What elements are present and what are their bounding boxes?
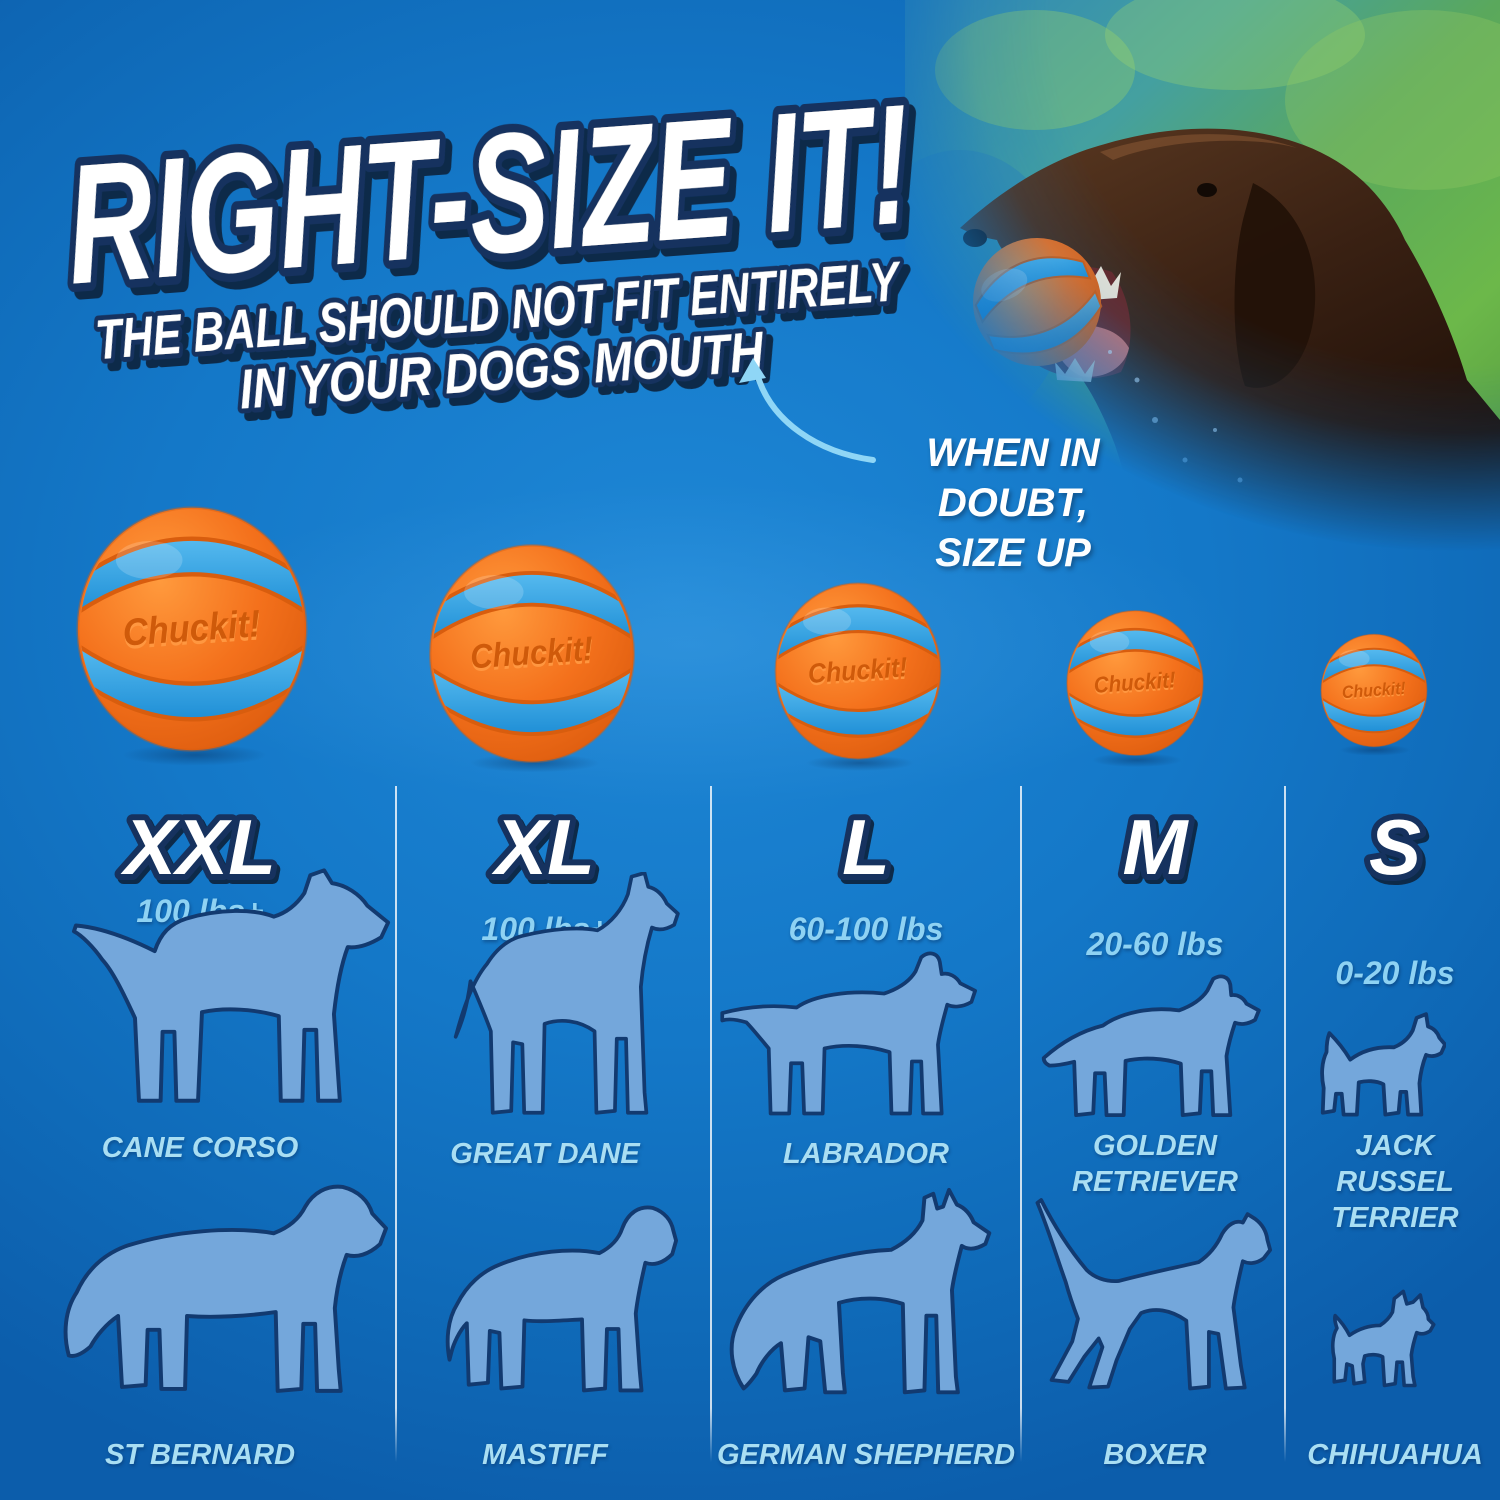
ball-logo: Chuckit! (1093, 669, 1177, 700)
dog-skull-highlight (1100, 134, 1297, 160)
dog-silhouette-cane-corso (71, 868, 391, 1103)
dog-eye (1197, 183, 1217, 197)
grass-bokeh (935, 10, 1135, 130)
dog-silhouette-jack-russell-terrier (1320, 1012, 1446, 1117)
dog-silhouette-great-dane (453, 872, 680, 1115)
ball-logo: Chuckit! (122, 606, 263, 658)
column-divider (1020, 786, 1022, 1462)
ball-logo: Chuckit! (121, 603, 262, 655)
weight-range-s: 0-20 lbs (1335, 955, 1455, 991)
size-label-xl: XL (485, 797, 601, 897)
size-label-m: M (1117, 797, 1196, 897)
dog-photo (850, 0, 1500, 560)
breed-label: JACK RUSSEL TERRIER (1331, 1130, 1459, 1234)
ball-logo: Chuckit! (1341, 678, 1406, 702)
weight-range-m: 20-60 lbs (1086, 926, 1224, 962)
size-label-s: S (1363, 797, 1427, 897)
ball-logo: Chuckit! (807, 654, 909, 692)
ball-logo: Chuckit! (469, 630, 594, 676)
ball-shadow (785, 752, 935, 774)
tip-line2: SIZE UP (935, 531, 1091, 575)
dog-teeth-lower (1055, 358, 1095, 382)
water-droplets (1108, 350, 1243, 483)
breed-label: ST BERNARD (104, 1439, 296, 1471)
ball-xl: Chuckit! Chuckit! (428, 544, 636, 763)
size-letter: S (1369, 803, 1421, 891)
ball-m: Chuckit! Chuckit! (1066, 609, 1204, 757)
ball-in-mouth (973, 238, 1103, 366)
dog-silhouette-st-bernard (63, 1184, 389, 1393)
column-divider (1284, 786, 1286, 1462)
dog-silhouette-labrador (720, 951, 978, 1116)
dog-photo-scene (850, 0, 1500, 560)
ball-logo: Chuckit! (807, 651, 909, 689)
curved-arrow-icon (739, 358, 876, 463)
breed-label: GERMAN SHEPHERD (716, 1439, 1016, 1471)
size-letter: L (842, 803, 890, 891)
breed-label: GOLDEN RETRIEVER (1072, 1130, 1238, 1198)
breed-label: MASTIFF (482, 1439, 608, 1471)
column-divider (710, 786, 712, 1462)
dog-ear (1234, 183, 1316, 388)
breed-label: GREAT DANE (450, 1138, 640, 1170)
breed-label: BOXER (1103, 1439, 1207, 1471)
tip-line1: WHEN IN DOUBT, (926, 431, 1100, 525)
breed-label: CANE CORSO (101, 1132, 299, 1164)
ball-shadow (1326, 742, 1424, 758)
ball-s: Chuckit! Chuckit! (1320, 633, 1428, 748)
grass-bokeh (1285, 10, 1500, 190)
ball-xxl: Chuckit! Chuckit! (76, 506, 308, 752)
tip-text: WHEN IN DOUBT, SIZE UP (858, 428, 1168, 578)
dog-nose (963, 229, 987, 247)
ball-logo: Chuckit! (1341, 679, 1406, 703)
breed-label: LABRADOR (783, 1138, 949, 1170)
ball-logo: Chuckit! (1093, 667, 1177, 698)
grass-bokeh (1105, 0, 1365, 90)
size-letter: XXL (120, 803, 276, 891)
column-divider (395, 786, 397, 1462)
size-label-l: L (836, 797, 896, 897)
size-letter: M (1123, 803, 1190, 891)
ball-shadow (1075, 750, 1199, 770)
headline-block: RIGHT-SIZE IT! THE BALL SHOULD NOT FIT E… (52, 61, 926, 426)
dog-silhouette-chihuahua (1330, 1289, 1436, 1388)
size-letter: XL (491, 803, 595, 891)
ball-l: Chuckit! Chuckit! (774, 582, 942, 760)
dog-silhouette-german-shepherd (729, 1187, 992, 1395)
dog-silhouette-golden-retriever (1041, 974, 1261, 1118)
breed-label: CHIHUAHUA (1307, 1439, 1483, 1471)
dog-silhouette-boxer (1035, 1198, 1273, 1391)
dog-head (960, 128, 1500, 560)
weight-range-l: 60-100 lbs (788, 911, 944, 947)
dog-silhouette-mastiff (445, 1205, 678, 1393)
size-label-xxl: XXL (114, 797, 282, 897)
ball-logo: Chuckit! (469, 633, 594, 679)
